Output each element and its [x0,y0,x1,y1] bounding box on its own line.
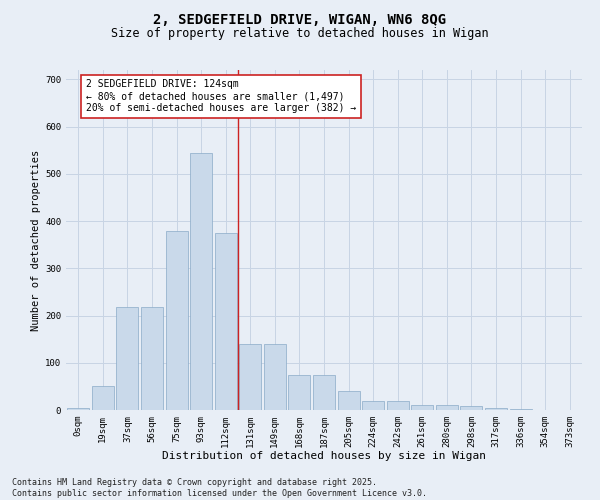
Bar [386,400,409,410]
Bar [141,307,163,410]
Text: Contains HM Land Registry data © Crown copyright and database right 2025.
Contai: Contains HM Land Registry data © Crown c… [12,478,427,498]
Y-axis label: Number of detached properties: Number of detached properties [31,150,41,330]
X-axis label: Distribution of detached houses by size in Wigan: Distribution of detached houses by size … [162,452,486,462]
Bar [338,391,359,410]
Bar [166,230,188,410]
Bar [116,307,139,410]
Bar [485,408,507,410]
Bar [239,344,262,410]
Text: 2, SEDGEFIELD DRIVE, WIGAN, WN6 8QG: 2, SEDGEFIELD DRIVE, WIGAN, WN6 8QG [154,12,446,26]
Bar [67,408,89,410]
Bar [362,400,384,410]
Bar [460,406,482,410]
Bar [289,374,310,410]
Text: Size of property relative to detached houses in Wigan: Size of property relative to detached ho… [111,28,489,40]
Bar [411,406,433,410]
Bar [92,386,114,410]
Bar [264,344,286,410]
Bar [313,374,335,410]
Bar [436,406,458,410]
Bar [190,152,212,410]
Text: 2 SEDGEFIELD DRIVE: 124sqm
← 80% of detached houses are smaller (1,497)
20% of s: 2 SEDGEFIELD DRIVE: 124sqm ← 80% of deta… [86,80,356,112]
Bar [509,409,532,410]
Bar [215,233,237,410]
